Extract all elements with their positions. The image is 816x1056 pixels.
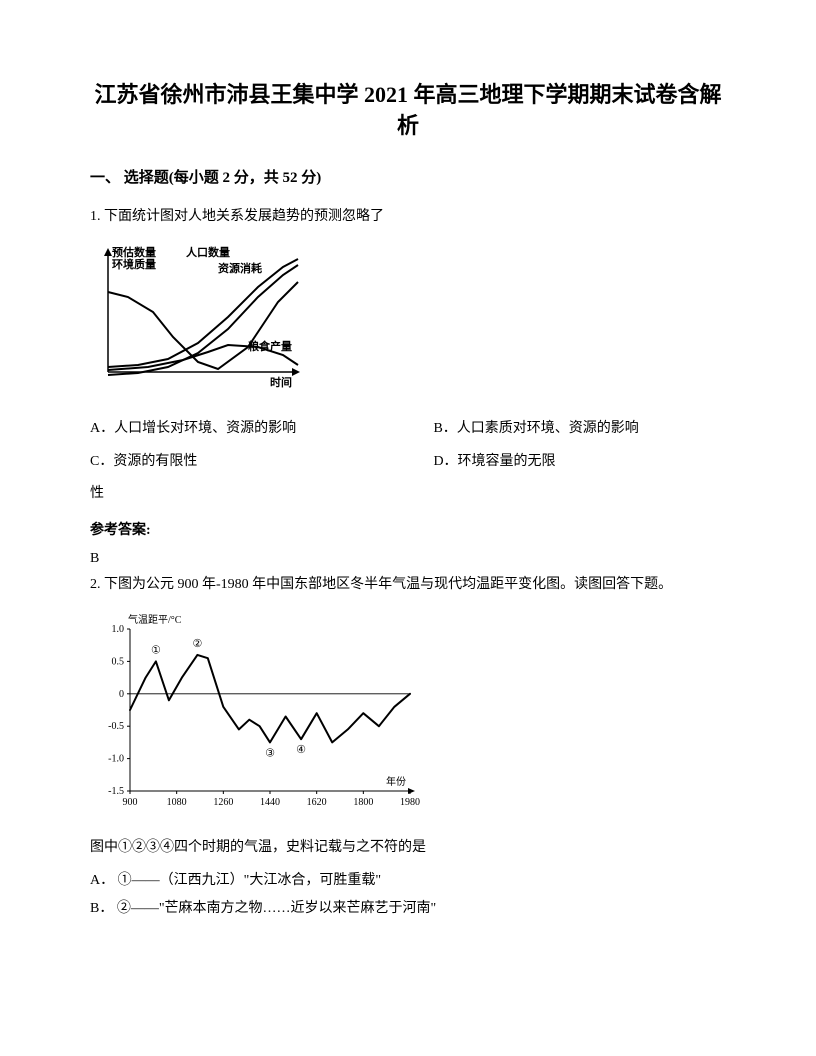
svg-text:预估数量: 预估数量 [112,245,156,259]
svg-text:1980: 1980 [400,797,420,808]
svg-text:1620: 1620 [307,797,327,808]
section-heading: 一、 选择题(每小题 2 分，共 52 分) [90,166,726,190]
svg-text:1440: 1440 [260,797,280,808]
svg-text:900: 900 [123,797,138,808]
svg-text:④: ④ [296,744,306,756]
q1-option-d-tail: 性 [90,483,726,505]
svg-text:-1.0: -1.0 [108,753,124,764]
q1-options-row1: A．人口增长对环境、资源的影响 B．人口素质对环境、资源的影响 [90,418,726,440]
svg-text:环境质量: 环境质量 [112,257,156,271]
q1-option-c: C．资源的有限性 [90,451,433,473]
svg-text:②: ② [192,638,202,650]
svg-text:时间: 时间 [270,375,292,389]
svg-text:粮食产量: 粮食产量 [248,339,292,353]
svg-text:资源消耗: 资源消耗 [218,261,262,275]
svg-text:1080: 1080 [167,797,187,808]
q2-intro: 2. 下图为公元 900 年-1980 年中国东部地区冬半年气温与现代均温距平变… [90,574,726,596]
q2-tail: 图中①②③④四个时期的气温，史料记载与之不符的是 [90,837,726,859]
svg-text:-1.5: -1.5 [108,786,124,797]
svg-text:③: ③ [265,747,275,759]
svg-text:①: ① [151,644,161,656]
svg-text:1800: 1800 [353,797,373,808]
answer-label: 参考答案: [90,520,726,542]
page-title: 江苏省徐州市沛县王集中学 2021 年高三地理下学期期末试卷含解析 [90,80,726,142]
answer-value: B [90,548,726,570]
svg-text:气温距平/°C: 气温距平/°C [128,613,182,626]
svg-text:1.0: 1.0 [112,624,125,635]
q1-option-b: B．人口素质对环境、资源的影响 [433,418,726,440]
svg-text:0.5: 0.5 [112,656,125,667]
q2-option-a: A． ①——（江西九江）"大江冰合，可胜重载" [90,870,726,892]
q1-options-row2: C．资源的有限性 D．环境容量的无限 [90,451,726,473]
svg-text:0: 0 [119,689,124,700]
q2-chart: 气温距平/°C1.0 0.5 0 -0.5 -1.0 -1.5900 1080 1260 144… [90,611,726,819]
svg-text:年份: 年份 [386,775,406,788]
svg-text:人口数量: 人口数量 [186,245,230,259]
q1-option-d: D．环境容量的无限 [433,451,726,473]
svg-text:1260: 1260 [213,797,233,808]
q1-option-a: A．人口增长对环境、资源的影响 [90,418,433,440]
q2-option-b: B． ②——"芒麻本南方之物……近岁以来芒麻艺于河南" [90,898,726,920]
svg-text:-0.5: -0.5 [108,721,124,732]
q1-chart: 预估数量环境质量 人口数量资源消耗粮食产量时间 [90,242,726,400]
q1-prompt: 1. 下面统计图对人地关系发展趋势的预测忽略了 [90,206,726,228]
